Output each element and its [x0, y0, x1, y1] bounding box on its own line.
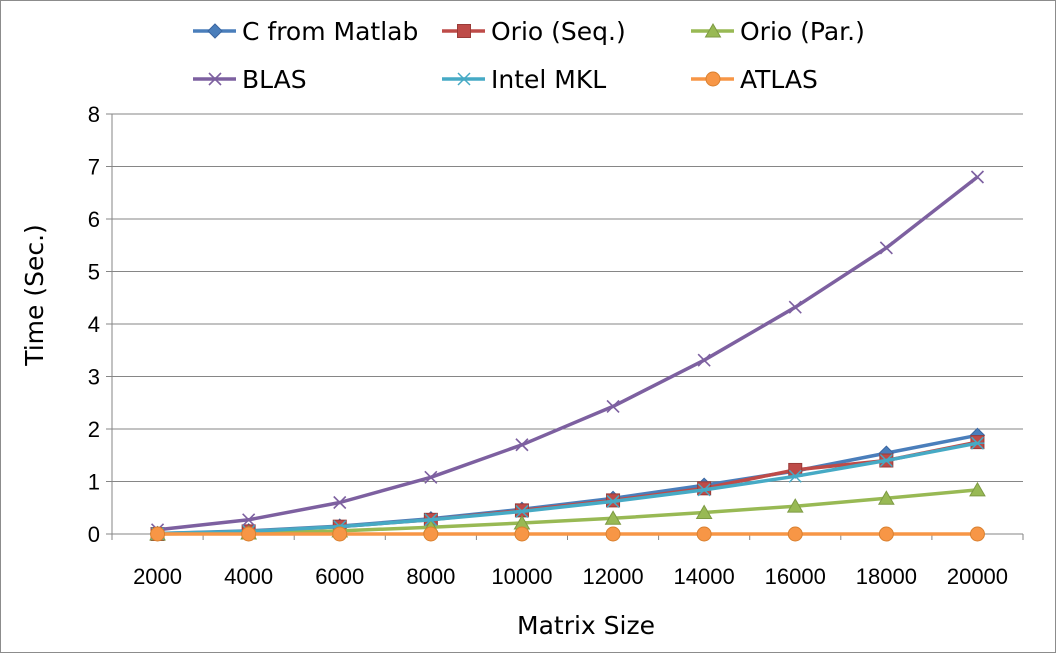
legend-swatch-marker	[704, 22, 722, 38]
legend-label: Intel MKL	[491, 65, 606, 94]
legend-swatch-marker	[705, 71, 721, 87]
data-point-orio-par	[604, 510, 622, 525]
data-point-blas	[242, 513, 256, 527]
series-blas	[150, 170, 985, 537]
y-tick-label: 4	[88, 312, 100, 337]
data-point-intel-mkl	[606, 494, 621, 508]
y-tick-label: 1	[88, 470, 100, 495]
data-point-blas	[333, 495, 347, 510]
marker-stroke	[424, 470, 438, 484]
data-point-blas	[970, 170, 985, 184]
data-point-atlas	[241, 526, 257, 542]
series-c-from-matlab	[149, 427, 986, 542]
series-line-intel-mkl	[157, 441, 978, 536]
data-point-blas	[515, 438, 529, 452]
series-layer	[149, 170, 986, 542]
marker-stroke	[208, 72, 222, 86]
legend-label: C from Matlab	[242, 17, 418, 46]
legend-label: Orio (Par.)	[740, 17, 865, 46]
y-tick-label: 3	[88, 365, 100, 390]
data-point-blas	[879, 241, 893, 255]
series-atlas	[150, 526, 985, 542]
data-point-blas	[788, 300, 802, 314]
data-point-intel-mkl	[879, 453, 894, 468]
series-line-c-from-matlab	[157, 433, 978, 536]
data-point-orio-par	[695, 504, 713, 519]
legend-swatch-marker	[208, 72, 222, 86]
legend-label: Orio (Seq.)	[491, 17, 626, 46]
legend-swatch-marker	[457, 24, 471, 38]
gridlines	[112, 113, 1023, 482]
data-point-intel-mkl	[423, 513, 438, 527]
marker-stroke	[788, 300, 802, 314]
legend-entry-blas: BLAS	[193, 65, 307, 94]
x-axis-title: Matrix Size	[517, 611, 655, 640]
marker-stroke	[242, 513, 256, 527]
legend-label: ATLAS	[740, 65, 818, 94]
x-tick-label: 2000	[133, 564, 182, 589]
marker-stroke	[879, 241, 893, 255]
legend-entry-orio-par: Orio (Par.)	[691, 17, 865, 46]
data-point-orio-par	[877, 490, 895, 505]
y-axis-title: Time (Sec.)	[20, 224, 49, 367]
data-point-orio-par	[969, 481, 986, 497]
series-intel-mkl	[150, 436, 985, 541]
data-point-blas	[424, 470, 438, 484]
data-point-intel-mkl	[788, 469, 803, 483]
data-point-atlas	[605, 526, 621, 542]
data-point-atlas	[332, 526, 348, 542]
series-orio-seq	[150, 435, 985, 541]
data-point-atlas	[150, 526, 166, 542]
x-tick-label: 20000	[947, 564, 1008, 589]
marker-stroke	[333, 495, 347, 510]
data-point-intel-mkl	[514, 504, 529, 518]
x-tick-label: 12000	[582, 564, 643, 589]
y-tick-label: 6	[88, 207, 100, 232]
legend-entry-atlas: ATLAS	[691, 65, 818, 94]
data-point-atlas	[878, 526, 894, 542]
data-point-orio-par	[786, 498, 804, 513]
data-point-blas	[606, 399, 620, 413]
marker-stroke	[970, 170, 985, 184]
x-tick-label: 18000	[856, 564, 917, 589]
y-tick-label: 0	[88, 522, 100, 547]
data-point-blas	[697, 353, 711, 367]
legend-entry-c-from-matlab: C from Matlab	[193, 17, 418, 46]
legend-swatch-marker	[207, 23, 223, 39]
data-point-intel-mkl	[697, 483, 712, 497]
marker-stroke	[515, 438, 529, 452]
x-tick-label: 10000	[491, 564, 552, 589]
series-line-blas	[157, 175, 979, 532]
legend-entry-orio-seq: Orio (Seq.)	[442, 17, 626, 46]
legend-swatch-marker	[457, 72, 471, 86]
y-tick-label: 7	[88, 155, 100, 180]
data-point-atlas	[696, 526, 712, 542]
data-point-intel-mkl	[970, 436, 985, 450]
legend: C from Matlab Orio (Seq.) Orio (Par.) BLAS I…	[193, 17, 865, 94]
y-tick-label: 5	[88, 260, 100, 285]
legend-label: BLAS	[242, 65, 307, 94]
y-tick-label: 8	[88, 102, 100, 127]
data-point-atlas	[969, 526, 985, 542]
x-tick-label: 8000	[406, 564, 455, 589]
axes: 0 1 2 3 4 5 6 7 8 2000 4000 6000 8000 10000 12000 14000…	[88, 102, 1024, 589]
legend-entry-intel-mkl: Intel MKL	[442, 65, 606, 94]
x-tick-label: 4000	[224, 564, 273, 589]
x-tick-label: 16000	[765, 564, 826, 589]
marker-stroke	[606, 399, 620, 413]
x-tick-label: 6000	[315, 564, 364, 589]
series-line-orio-par	[157, 488, 978, 536]
data-point-atlas	[423, 526, 439, 542]
data-point-atlas	[514, 526, 530, 542]
data-point-atlas	[787, 526, 803, 542]
y-tick-label: 2	[88, 417, 100, 442]
x-tick-label: 14000	[674, 564, 735, 589]
marker-stroke	[697, 353, 711, 367]
